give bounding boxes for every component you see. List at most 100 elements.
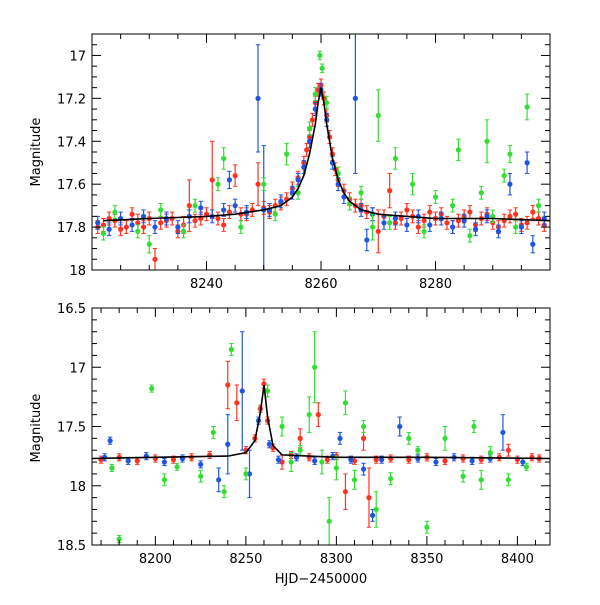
- data-point: [319, 65, 325, 71]
- data-point: [109, 465, 115, 471]
- data-point: [495, 228, 502, 234]
- data-point: [484, 138, 490, 144]
- data-point: [373, 506, 379, 513]
- data-point: [507, 213, 513, 219]
- data-point: [342, 489, 349, 495]
- data-point: [158, 207, 164, 213]
- data-point: [181, 228, 187, 234]
- data-point: [306, 138, 313, 144]
- data-point: [149, 385, 155, 392]
- data-point: [278, 198, 284, 204]
- data-point: [507, 151, 513, 157]
- data-point: [360, 435, 367, 441]
- data-point: [427, 209, 433, 215]
- data-point: [232, 203, 238, 209]
- data-point: [415, 447, 421, 453]
- data-point: [501, 173, 507, 179]
- data-point: [524, 160, 530, 166]
- data-point: [315, 412, 321, 418]
- data-point: [255, 95, 261, 101]
- data-point: [100, 230, 107, 237]
- data-point: [427, 222, 433, 228]
- data-point: [192, 218, 198, 224]
- data-point: [388, 476, 394, 482]
- data-point: [306, 412, 312, 418]
- data-point: [95, 220, 101, 226]
- data-point: [161, 477, 168, 483]
- data-point: [238, 224, 244, 230]
- plot-frame: [91, 307, 551, 546]
- data-point: [135, 228, 141, 234]
- data-point: [375, 112, 381, 119]
- x-tick-label: 8240: [190, 277, 223, 292]
- data-point: [261, 181, 267, 187]
- y-tick-label: 17: [69, 49, 86, 64]
- data-point: [478, 190, 484, 196]
- data-point: [524, 104, 530, 110]
- series-1: [102, 331, 526, 522]
- data-point: [266, 441, 273, 447]
- data-point: [398, 215, 404, 222]
- series-0: [98, 360, 542, 528]
- data-point: [232, 173, 238, 179]
- data-point: [275, 457, 282, 463]
- data-point: [198, 473, 204, 479]
- data-point: [415, 224, 421, 230]
- bottom-panel: 8200 8250 8300 8350 8400 16.5 17 17.5 18 18.5: [57, 302, 551, 567]
- data-point: [523, 464, 530, 470]
- data-point: [455, 218, 461, 224]
- data-point: [387, 188, 393, 194]
- data-point: [484, 213, 490, 219]
- x-tick-label: 8400: [501, 552, 534, 567]
- x-tick-label: 8200: [139, 552, 172, 567]
- series-0: [95, 78, 547, 270]
- y-tick-label: 17.4: [57, 135, 86, 150]
- top-y-axis-title: Magnitude: [29, 118, 44, 187]
- data-point: [106, 226, 112, 232]
- data-point: [158, 220, 164, 226]
- data-point: [348, 457, 354, 463]
- data-point: [209, 177, 215, 183]
- data-point: [500, 429, 506, 436]
- data-point: [364, 237, 370, 243]
- data-point: [261, 381, 267, 387]
- data-point: [234, 400, 240, 406]
- data-point: [319, 459, 325, 465]
- y-tick-label: 18: [69, 480, 86, 495]
- data-point: [406, 457, 412, 463]
- data-point: [125, 458, 131, 464]
- data-point: [381, 220, 387, 226]
- data-point: [306, 125, 313, 131]
- data-point: [324, 100, 330, 106]
- data-point: [295, 177, 301, 183]
- y-tick-label: 17.5: [57, 421, 86, 436]
- data-point: [460, 473, 466, 479]
- data-point: [406, 435, 412, 441]
- data-point: [140, 224, 147, 230]
- data-point: [226, 209, 232, 215]
- data-point: [421, 218, 427, 224]
- data-point: [272, 211, 278, 217]
- data-point: [152, 224, 158, 230]
- data-point: [297, 435, 303, 441]
- data-point: [351, 477, 358, 483]
- data-point: [175, 224, 181, 230]
- data-point: [216, 477, 222, 483]
- data-point: [317, 52, 323, 59]
- data-point: [186, 203, 192, 209]
- data-point: [288, 459, 294, 465]
- data-point: [140, 213, 147, 219]
- data-point: [174, 464, 180, 470]
- data-point: [102, 454, 108, 460]
- data-point: [513, 211, 519, 217]
- data-point: [304, 147, 310, 153]
- data-point: [487, 449, 493, 456]
- data-point: [107, 438, 113, 444]
- y-tick-label: 18: [69, 264, 86, 279]
- data-point: [326, 518, 332, 524]
- data-point: [360, 423, 367, 430]
- x-tick-label: 8250: [229, 552, 262, 567]
- data-point: [478, 477, 484, 483]
- data-point: [333, 465, 339, 471]
- data-point: [221, 207, 227, 213]
